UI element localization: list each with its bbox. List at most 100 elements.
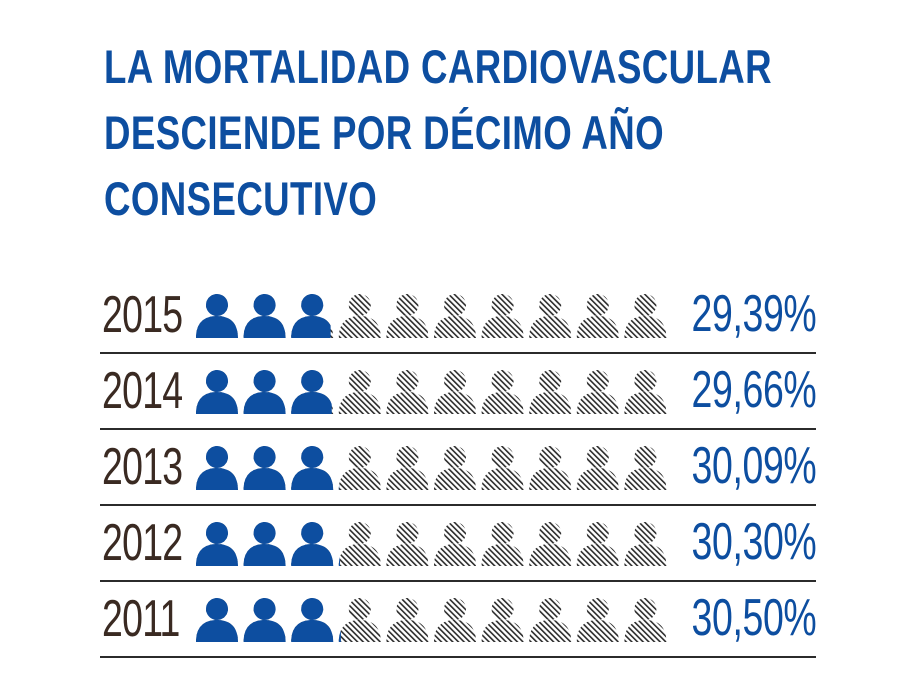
person-icon-filled [196,446,238,490]
year-label: 2014 [102,362,183,420]
person-icon [529,446,572,490]
person-icon-hatched [434,370,476,414]
person-icon-hatched [434,446,476,490]
person-icon-hatched [481,598,524,642]
filled-portion [196,446,340,490]
person-icon-hatched [624,446,667,490]
title-line-2: DESCIENDE POR DÉCIMO AÑO [104,106,665,159]
person-icon-filled [243,294,286,338]
person-icon [338,598,381,642]
person-icon-hatched [529,446,572,490]
person-icon-hatched [576,370,619,414]
person-icon [434,598,476,642]
person-icon-hatched [481,294,524,338]
person-icon-hatched [624,598,667,642]
year-label: 2011 [102,590,180,648]
filled-portion [196,370,332,414]
person-icon-filled [243,598,286,642]
person-icon-filled [196,370,238,414]
filled-portion [196,294,331,338]
person-icon-hatched [434,294,476,338]
person-icon-filled [338,630,341,642]
person-icon-hatched [434,598,476,642]
person-icon-filled [291,370,332,414]
pictogram-row: 2015 29,39% [100,278,816,354]
pictogram-row: 2013 30,09% [100,430,816,506]
person-icon [386,598,429,642]
person-icon-hatched [576,522,619,566]
person-icon-filled [196,598,238,642]
person-icon [481,598,524,642]
icon-strip [196,294,667,338]
person-icon [576,294,619,338]
person-icon [434,446,476,490]
person-icon [481,294,524,338]
person-icon-hatched [386,446,429,490]
person-icon-hatched [386,370,429,414]
person-icon-hatched [434,522,476,566]
person-icon [338,522,381,566]
person-icon [434,370,476,414]
year-label: 2013 [102,438,183,496]
pictogram-row: 2012 30,30% [100,506,816,582]
person-icon [338,446,381,490]
person-icon [576,598,619,642]
person-icon-hatched [386,294,429,338]
person-icon [386,446,429,490]
person-icon-hatched [529,598,572,642]
person-icon [386,294,429,338]
percent-label: 30,30% [691,513,816,571]
person-icon [386,522,429,566]
person-icon [338,370,381,414]
person-icon-filled [243,446,286,490]
chart-title: LA MORTALIDAD CARDIOVASCULAR DESCIENDE P… [104,34,773,232]
person-icon [481,446,524,490]
icon-strip [196,446,667,490]
person-icon [529,522,572,566]
icon-strip [196,370,667,414]
percent-label: 29,39% [691,285,816,343]
pictogram-rows: 2015 29,39% 2014 29,66% 2013 30,09% 2012 30,30%… [100,278,816,658]
filled-portion [196,522,341,566]
person-icon-filled [243,522,286,566]
person-icon-hatched [386,522,429,566]
person-icon [624,598,667,642]
person-icon-hatched [529,370,572,414]
pictogram-row: 2011 30,50% [100,582,816,658]
person-icon [624,370,667,414]
person-icon-hatched [576,598,619,642]
person-icon-hatched [624,522,667,566]
person-icon-hatched [576,294,619,338]
person-icon [576,446,619,490]
person-icon-hatched [529,294,572,338]
filled-portion [196,598,341,642]
person-icon [624,294,667,338]
person-icon [481,370,524,414]
year-label: 2015 [102,286,183,344]
pictogram-row: 2014 29,66% [100,354,816,430]
person-icon [624,522,667,566]
person-icon-hatched [481,446,524,490]
person-icon [624,446,667,490]
person-icon-hatched [338,370,381,414]
person-icon-filled [338,557,341,566]
person-icon-filled [291,598,334,642]
person-icon [386,370,429,414]
person-icon-hatched [624,294,667,338]
person-icon-filled [291,446,334,490]
person-icon [434,522,476,566]
percent-label: 30,09% [691,437,816,495]
person-icon-hatched [481,522,524,566]
person-icon-hatched [338,294,381,338]
percent-label: 30,50% [691,589,816,647]
person-icon [529,294,572,338]
person-icon-hatched [624,370,667,414]
person-icon [529,370,572,414]
title-line-1: LA MORTALIDAD CARDIOVASCULAR [104,40,773,93]
person-icon-hatched [338,522,381,566]
person-icon [529,598,572,642]
person-icon-hatched [386,598,429,642]
person-icon-hatched [481,370,524,414]
person-icon-hatched [338,446,381,490]
year-label: 2012 [102,514,183,572]
